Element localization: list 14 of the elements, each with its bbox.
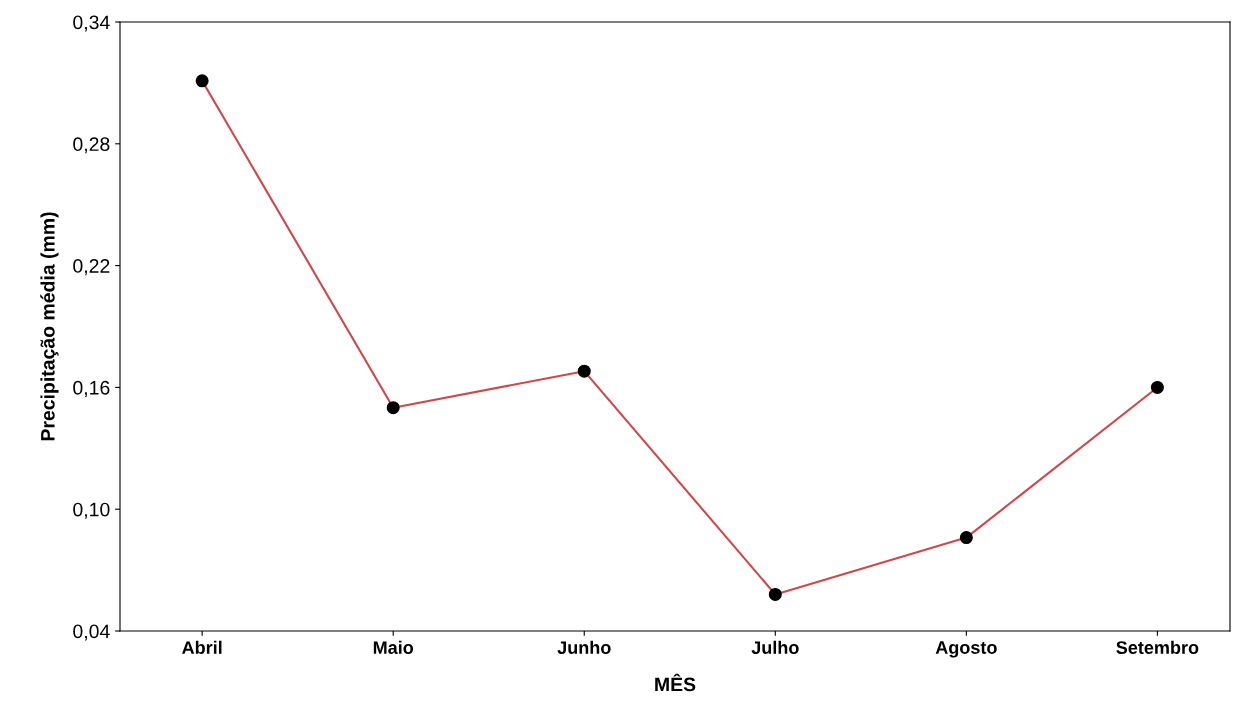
x-tick-label: Abril xyxy=(182,640,222,654)
y-tick-label: 0,16 xyxy=(73,380,110,397)
x-tick-label: Junho xyxy=(557,640,611,654)
y-tick-label: 0,28 xyxy=(73,137,110,154)
x-tick-label: Maio xyxy=(373,640,414,654)
y-tick-label: 0,34 xyxy=(73,15,110,32)
y-tick-label: 0,10 xyxy=(73,502,110,519)
x-axis-title: MÊS xyxy=(655,673,696,692)
x-tick-label: Julho xyxy=(751,640,799,654)
x-tick-label: Agosto xyxy=(935,641,997,658)
y-tick-label: 0,04 xyxy=(73,624,110,641)
y-axis-title: Precipitação média (mm) xyxy=(40,212,59,441)
y-tick-label: 0,22 xyxy=(73,259,110,276)
x-tick-label: Setembro xyxy=(1116,640,1199,654)
